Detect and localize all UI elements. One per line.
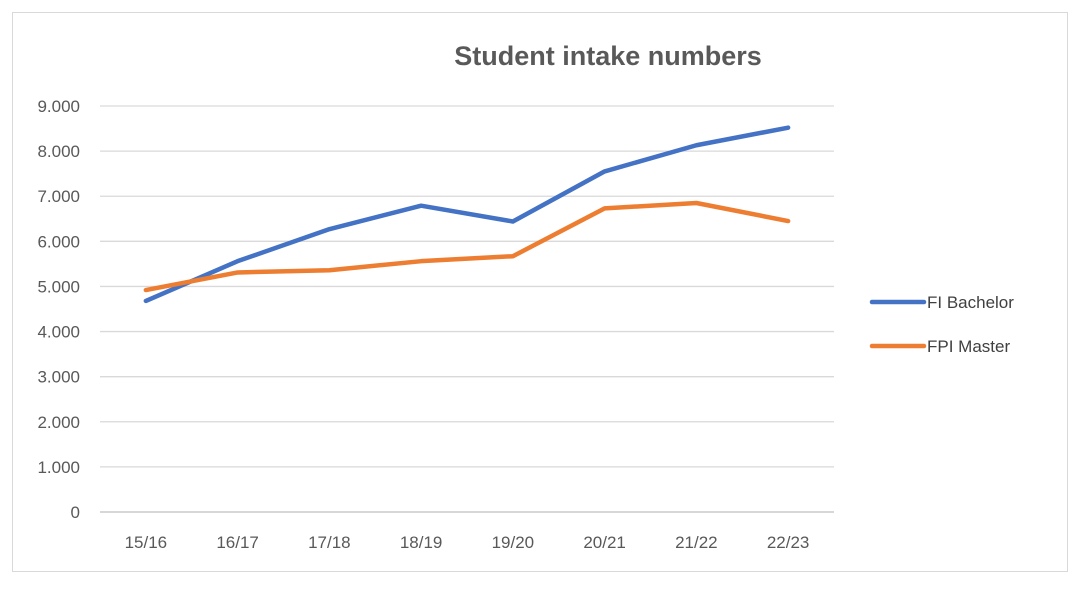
legend-label: FI Bachelor (927, 293, 1014, 312)
y-tick-label: 9.000 (37, 97, 80, 116)
y-tick-label: 0 (71, 503, 80, 522)
y-tick-label: 1.000 (37, 458, 80, 477)
chart-frame (12, 12, 1068, 572)
y-tick-label: 5.000 (37, 277, 80, 296)
series-line-2 (143, 200, 791, 293)
y-tick-label: 8.000 (37, 142, 80, 161)
x-tick-label: 18/19 (400, 533, 443, 552)
x-tick-label: 17/18 (308, 533, 351, 552)
x-tick-label: 15/16 (125, 533, 168, 552)
legend-label: FPI Master (927, 337, 1010, 356)
x-axis-ticks: 15/16 16/17 17/18 18/19 19/20 20/21 21/22 22/23 (125, 533, 810, 552)
y-tick-label: 2.000 (37, 413, 80, 432)
series-line-1 (143, 125, 791, 304)
y-tick-label: 6.000 (37, 232, 80, 251)
y-tick-label: 3.000 (37, 368, 80, 387)
x-tick-label: 20/21 (583, 533, 626, 552)
y-tick-label: 7.000 (37, 187, 80, 206)
x-tick-label: 16/17 (216, 533, 259, 552)
y-axis-ticks: 0 1.000 2.000 3.000 4.000 5.000 6.000 7.000 8.00… (37, 97, 80, 522)
gridlines (100, 105, 834, 513)
x-tick-label: 19/20 (492, 533, 535, 552)
x-tick-label: 21/22 (675, 533, 718, 552)
x-tick-label: 22/23 (767, 533, 810, 552)
chart-title: Student intake numbers (454, 41, 762, 71)
y-tick-label: 4.000 (37, 323, 80, 342)
legend: FI Bachelor FPI Master (869, 293, 1014, 356)
series-lines (143, 125, 791, 304)
